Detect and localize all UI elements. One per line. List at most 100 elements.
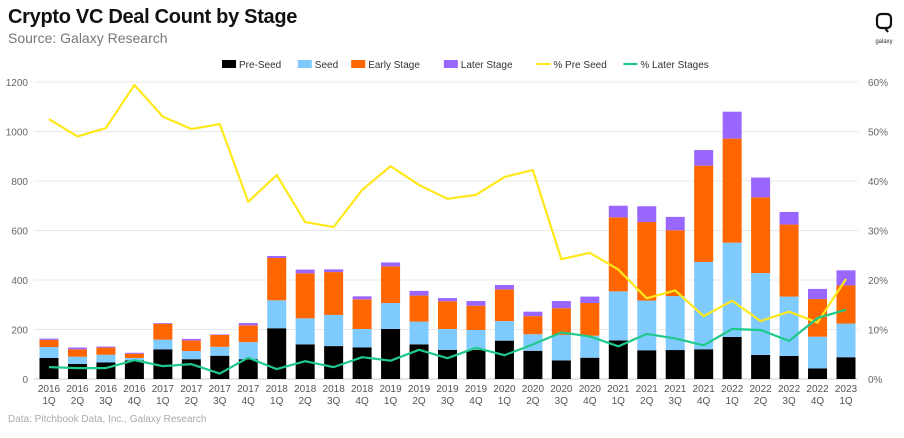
galaxy-logo: galaxy xyxy=(872,12,896,45)
bar-early-stage xyxy=(409,295,429,322)
bar-later-stage xyxy=(722,111,742,139)
bar-later-stage xyxy=(181,338,201,341)
bar-pre-seed xyxy=(39,357,59,379)
bar-later-stage xyxy=(523,311,543,317)
x-tick-year: 2022 xyxy=(778,384,801,395)
bar-later-stage xyxy=(381,262,401,267)
bar-later-stage xyxy=(751,177,771,198)
bar-later-stage xyxy=(580,296,600,304)
bar-seed xyxy=(210,346,230,356)
bar-later-stage xyxy=(39,338,59,340)
legend-item: % Pre Seed xyxy=(536,60,607,71)
bar-seed xyxy=(267,300,287,329)
legend-item: Early Stage xyxy=(351,60,420,71)
x-tick-year: 2019 xyxy=(379,384,402,395)
legend-label: Seed xyxy=(315,60,338,71)
legend-item: Later Stage xyxy=(443,60,513,71)
x-tick-quarter: 4Q xyxy=(242,396,256,407)
line--pre-seed xyxy=(48,83,847,324)
legend-label: Early Stage xyxy=(368,60,420,71)
bar-later-stage xyxy=(324,269,344,273)
x-tick-year: 2022 xyxy=(749,384,772,395)
bar-seed xyxy=(494,321,514,341)
bar-pre-seed xyxy=(381,329,401,379)
bar-early-stage xyxy=(438,301,457,330)
bar-later-stage xyxy=(494,284,514,290)
x-tick-quarter: 1Q xyxy=(270,396,284,407)
y2-tick-label: 10% xyxy=(868,326,888,337)
bar-later-stage xyxy=(637,206,657,223)
bar-early-stage xyxy=(39,339,59,348)
bar-pre-seed xyxy=(836,357,856,379)
bar-pre-seed xyxy=(494,340,514,379)
x-tick-year: 2023 xyxy=(835,384,858,395)
x-tick-year: 2018 xyxy=(323,384,346,395)
x-tick-year: 2017 xyxy=(180,384,203,395)
legend-swatch xyxy=(297,60,312,68)
bar-later-stage xyxy=(96,346,116,348)
bar-later-stage xyxy=(352,296,372,300)
x-tick-year: 2022 xyxy=(806,384,829,395)
bar-seed xyxy=(67,356,87,364)
bar-seed xyxy=(608,291,628,341)
bar-pre-seed xyxy=(722,336,742,379)
x-tick-year: 2017 xyxy=(152,384,175,395)
bar-early-stage xyxy=(779,224,799,297)
x-tick-quarter: 4Q xyxy=(128,396,142,407)
bar-pre-seed xyxy=(238,359,258,379)
legend-item: Seed xyxy=(297,60,338,71)
bar-pre-seed xyxy=(267,328,287,379)
bar-pre-seed xyxy=(352,347,372,379)
bar-early-stage xyxy=(67,349,87,357)
bar-later-stage xyxy=(295,269,315,274)
bar-pre-seed xyxy=(466,349,486,379)
bar-early-stage xyxy=(153,323,173,340)
bar-later-stage xyxy=(267,255,287,258)
bar-pre-seed xyxy=(153,349,173,379)
bar-early-stage xyxy=(324,272,344,315)
legend-label: % Pre Seed xyxy=(553,60,606,71)
y-tick-label: 800 xyxy=(11,177,28,188)
y2-tick-label: 40% xyxy=(868,177,888,188)
x-tick-quarter: 4Q xyxy=(355,396,369,407)
bar-early-stage xyxy=(608,217,628,292)
bar-early-stage xyxy=(267,257,287,301)
x-tick-year: 2016 xyxy=(66,384,89,395)
bar-early-stage xyxy=(381,266,401,304)
x-tick-year: 2019 xyxy=(436,384,459,395)
x-tick-year: 2018 xyxy=(266,384,289,395)
x-tick-year: 2021 xyxy=(664,384,687,395)
y-tick-label: 1200 xyxy=(6,78,29,89)
legend-swatch xyxy=(443,60,458,68)
x-tick-quarter: 1Q xyxy=(42,396,56,407)
bar-later-stage xyxy=(153,323,173,324)
bar-later-stage xyxy=(808,288,828,300)
bar-early-stage xyxy=(751,197,771,274)
bar-seed xyxy=(381,303,401,330)
bar-early-stage xyxy=(836,285,856,324)
bar-seed xyxy=(438,329,457,350)
bar-early-stage xyxy=(295,273,315,319)
bar-early-stage xyxy=(694,165,714,262)
x-tick-year: 2018 xyxy=(294,384,317,395)
x-tick-quarter: 3Q xyxy=(782,396,796,407)
x-tick-quarter: 2Q xyxy=(185,396,199,407)
x-tick-quarter: 4Q xyxy=(583,396,597,407)
bar-later-stage xyxy=(238,323,258,326)
line--later-stages xyxy=(48,308,847,375)
bar-seed xyxy=(181,351,201,360)
legend-swatch xyxy=(222,60,236,68)
x-tick-quarter: 4Q xyxy=(469,396,483,407)
bar-early-stage xyxy=(181,340,201,352)
bar-pre-seed xyxy=(665,350,685,379)
bar-early-stage xyxy=(665,230,685,297)
x-tick-year: 2020 xyxy=(579,384,602,395)
x-tick-quarter: 3Q xyxy=(213,396,227,407)
bar-seed xyxy=(637,300,657,351)
y2-tick-label: 30% xyxy=(868,227,888,238)
bar-later-stage xyxy=(551,301,571,309)
x-tick-quarter: 3Q xyxy=(555,396,569,407)
logo-text: galaxy xyxy=(875,39,893,45)
bar-later-stage xyxy=(67,347,87,350)
